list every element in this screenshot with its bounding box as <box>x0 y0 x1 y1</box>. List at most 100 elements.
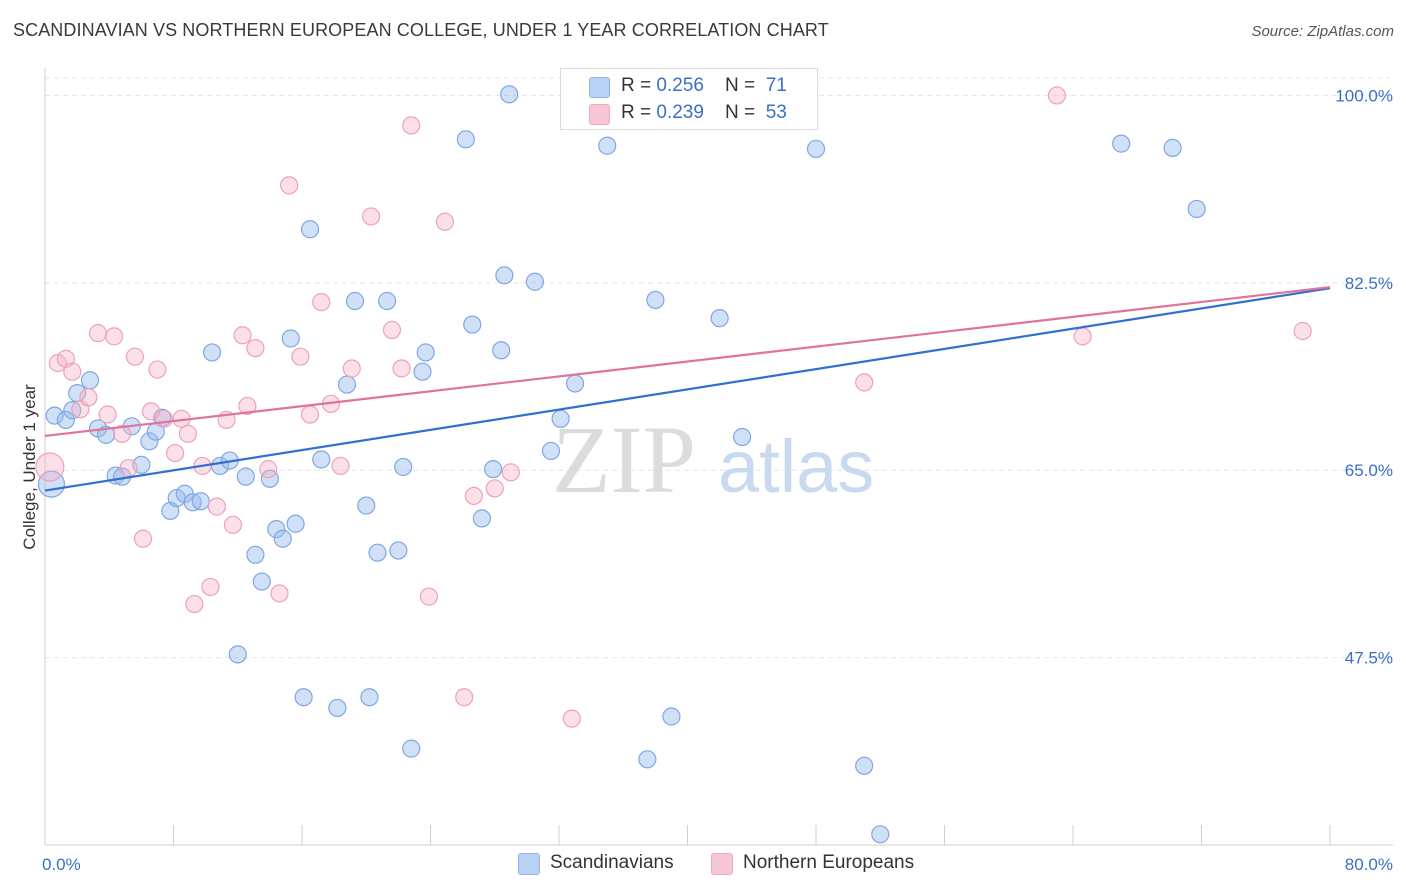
scandinavians-point <box>500 85 519 104</box>
scandinavians-point <box>228 645 247 664</box>
scandinavians-point <box>37 470 66 498</box>
legend-text: R = 0.239 N = 53 <box>621 102 787 123</box>
northern-europeans-point <box>63 362 82 381</box>
scandinavians-point <box>140 432 159 451</box>
northern-europeans-point <box>485 479 504 498</box>
northern-europeans-point <box>300 405 320 424</box>
legend-text: R = 0.256 N = 71 <box>621 75 787 96</box>
scandinavians-point <box>492 341 511 360</box>
northern-europeans-point <box>154 409 173 428</box>
scandinavians-point <box>312 450 331 469</box>
scandinavians-point <box>871 825 890 844</box>
watermark: ZIP atlas <box>552 406 874 513</box>
legend-label: Scandinavians <box>550 852 674 873</box>
legend-row-scandinavians: R = 0.256 N = 71 <box>561 74 817 100</box>
northern-europeans-point <box>112 424 132 443</box>
northern-europeans-point <box>233 326 252 345</box>
northern-europeans-point <box>148 360 167 379</box>
northern-europeans-point <box>562 709 581 728</box>
northern-europeans-point <box>88 324 108 343</box>
scandinavians-point <box>1112 134 1131 153</box>
northern-europeans-point <box>312 292 331 312</box>
scandinavians-point <box>286 514 305 533</box>
northern-europeans-point <box>1073 327 1092 346</box>
scandinavians-point <box>402 739 421 758</box>
northern-europeans-point <box>435 212 455 231</box>
data-points <box>35 85 1312 844</box>
scandinavians-point <box>252 572 271 591</box>
northern-europeans-point <box>178 424 198 443</box>
scandinavians-point <box>191 492 210 511</box>
scandinavians-point <box>345 291 365 311</box>
legend-label: Northern Europeans <box>743 852 915 873</box>
scandinavians-point <box>855 756 874 775</box>
scandinavians-point <box>236 467 255 486</box>
northern-europeans-point <box>455 688 474 707</box>
northern-europeans-point <box>501 463 520 482</box>
scandinavians-trend-line <box>44 287 1331 492</box>
northern-europeans-point <box>259 460 278 479</box>
scandinavians-point <box>646 290 665 310</box>
trend-lines <box>44 286 1331 492</box>
northern-europeans-point <box>342 359 361 378</box>
scandinavians-point <box>80 371 100 390</box>
stats-legend: R = 0.256 N = 71 R = 0.239 N = 53 <box>560 68 818 130</box>
scandinavians-point <box>300 220 320 239</box>
y-tick-label: 100.0% <box>1335 86 1393 105</box>
northern-europeans-point <box>223 515 243 534</box>
scandinavians-point <box>484 460 503 479</box>
scandinavians-point <box>463 315 482 334</box>
scandinavians-point <box>337 375 357 394</box>
northern-europeans-point <box>361 207 381 226</box>
scandinavians-point <box>472 509 491 528</box>
northern-europeans-point <box>419 587 438 606</box>
northern-europeans-point <box>1047 86 1067 105</box>
northern-europeans-point <box>79 388 98 407</box>
northern-europeans-point <box>185 594 204 614</box>
northern-europeans-point <box>238 396 257 416</box>
scandinavians-point <box>267 520 286 539</box>
northern-europeans-point <box>104 327 124 346</box>
scandinavians-point <box>96 425 116 444</box>
northern-europeans-point <box>133 529 153 548</box>
scandinavians-point <box>416 343 435 362</box>
chart-source: Source: ZipAtlas.com <box>1251 23 1394 40</box>
northern-europeans-point <box>246 339 265 358</box>
scandinavians-point <box>368 543 387 562</box>
scandinavians-point <box>551 409 570 428</box>
watermark-atlas: atlas <box>718 425 874 508</box>
scandinavians-point <box>1163 138 1182 157</box>
northern-europeans-point <box>855 373 874 392</box>
grid-lines <box>45 77 1390 659</box>
swatch-scandinavians <box>518 853 540 875</box>
northern-europeans-point <box>98 405 117 424</box>
northern-europeans-point <box>331 456 350 476</box>
scandinavians-point <box>456 130 475 149</box>
scandinavians-point <box>357 496 376 515</box>
scandinavians-point <box>328 698 347 718</box>
northern-europeans-point <box>402 116 421 135</box>
northern-europeans-trend-line <box>44 286 1331 438</box>
scandinavians-point <box>710 309 729 328</box>
scandinavians-point <box>45 406 64 425</box>
northern-europeans-point <box>166 443 185 463</box>
northern-europeans-point <box>392 359 411 378</box>
northern-europeans-point <box>201 577 220 597</box>
scandinavians-point <box>541 441 561 461</box>
northern-europeans-point <box>270 584 289 603</box>
legend-row-northern-europeans: R = 0.239 N = 53 <box>561 101 817 127</box>
northern-europeans-point <box>382 320 402 340</box>
x-tick-label: 80.0% <box>1345 855 1393 874</box>
legend-swatch-northern-europeans <box>589 104 610 125</box>
scandinavians-point <box>394 457 413 477</box>
y-tick-label: 82.5% <box>1345 274 1393 293</box>
scandinavians-point <box>565 374 585 393</box>
northern-europeans-point <box>207 497 226 516</box>
legend-swatch-scandinavians <box>589 77 610 98</box>
scandinavians-point <box>273 529 292 548</box>
scandinavians-point <box>495 266 514 285</box>
tick-labels: 47.5% 65.0% 82.5% 100.0% 0.0% 80.0% <box>42 86 1393 874</box>
scandinavians-point <box>389 541 408 560</box>
y-axis-label: College, Under 1 year <box>20 384 39 550</box>
